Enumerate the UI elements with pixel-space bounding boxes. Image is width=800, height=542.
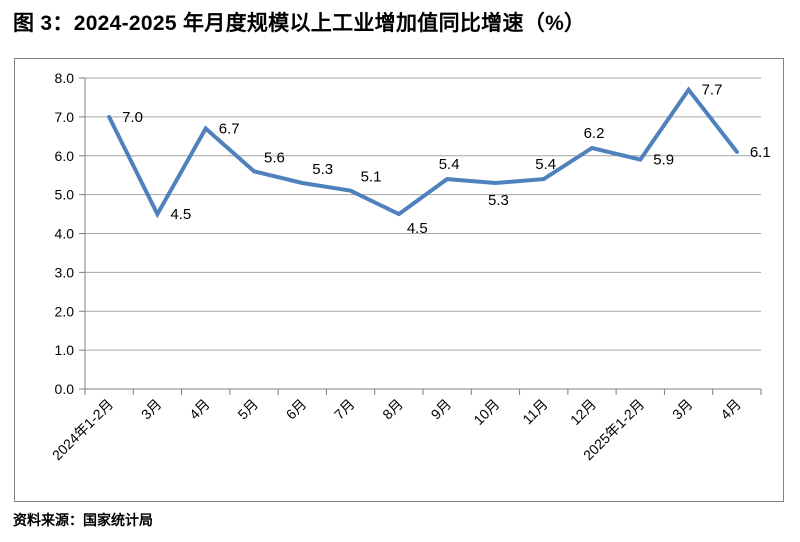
data-point-label: 6.1 xyxy=(750,144,771,161)
x-axis-label: 8月 xyxy=(379,396,406,423)
y-axis-label: 7.0 xyxy=(55,109,75,125)
source-note: 资料来源：国家统计局 xyxy=(13,512,153,528)
data-point-label: 7.7 xyxy=(702,82,723,99)
x-axis-label: 7月 xyxy=(331,396,358,423)
y-axis-label: 6.0 xyxy=(55,148,75,164)
data-point-label: 5.9 xyxy=(653,152,674,169)
data-point-label: 5.4 xyxy=(535,156,556,173)
x-axis-label: 4月 xyxy=(717,396,744,423)
data-point-label: 5.3 xyxy=(488,192,509,209)
x-axis-label: 10月 xyxy=(470,396,502,428)
x-axis-label: 12月 xyxy=(567,396,599,428)
y-axis-label: 2.0 xyxy=(55,303,75,319)
x-axis-label: 2024年1-2月 xyxy=(49,396,116,463)
data-point-label: 5.6 xyxy=(264,149,285,166)
chart-container: 0.0 1.0 2.0 3.0 4.0 5.0 6.0 7.0 8.0 2024年1-2月 3月 4月… xyxy=(14,58,784,502)
data-point-label: 5.1 xyxy=(361,169,382,186)
data-point-label: 4.5 xyxy=(170,206,191,223)
y-axis-label: 4.0 xyxy=(55,226,75,242)
data-point-label: 6.7 xyxy=(219,121,240,138)
y-axis-label: 8.0 xyxy=(55,70,75,86)
y-axis-label: 1.0 xyxy=(55,342,75,358)
data-point-label: 5.4 xyxy=(439,156,460,173)
data-point-label: 6.2 xyxy=(584,125,605,142)
figure-title: 图 3：2024-2025 年月度规模以上工业增加值同比增速（%） xyxy=(13,12,586,35)
data-point-label: 5.3 xyxy=(312,161,333,178)
x-axis-label: 5月 xyxy=(234,396,261,423)
series-line xyxy=(107,86,739,219)
x-axis-label: 3月 xyxy=(669,396,696,423)
data-point-label: 7.0 xyxy=(122,109,143,126)
y-axis-label: 0.0 xyxy=(55,381,75,397)
line-chart: 0.0 1.0 2.0 3.0 4.0 5.0 6.0 7.0 8.0 2024年1-2月 3月 4月… xyxy=(49,70,771,463)
x-axis-label: 9月 xyxy=(428,396,455,423)
y-axis-label: 5.0 xyxy=(55,187,75,203)
x-axis-label: 3月 xyxy=(138,396,165,423)
y-axis-label: 3.0 xyxy=(55,264,75,280)
data-point-label: 4.5 xyxy=(407,220,428,237)
x-axis-label: 6月 xyxy=(283,396,310,423)
x-axis-label: 4月 xyxy=(186,396,213,423)
x-axis-label: 11月 xyxy=(519,396,550,427)
